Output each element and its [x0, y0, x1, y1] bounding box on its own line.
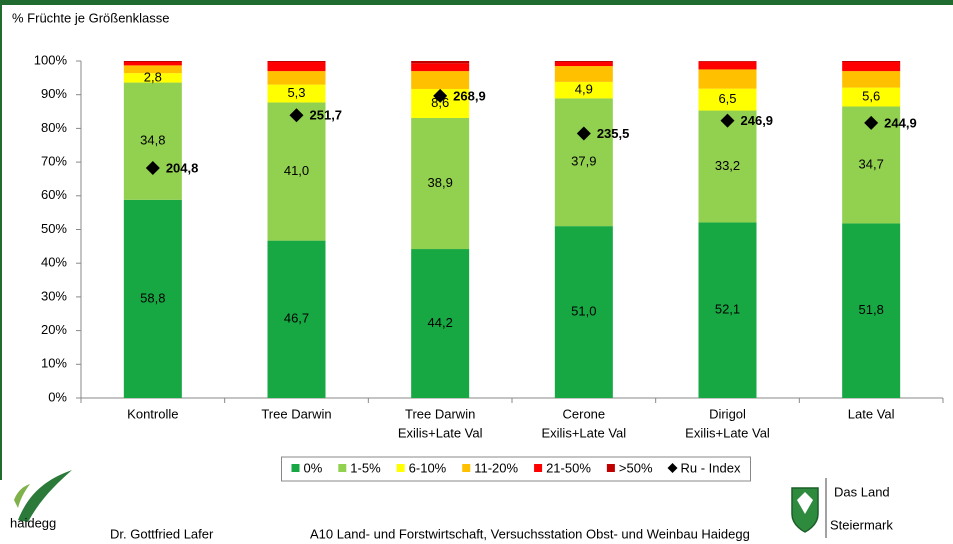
bar-segment — [268, 62, 326, 71]
bar-segment — [842, 62, 900, 71]
legend-marker — [397, 464, 405, 472]
x-tick-label: Tree Darwin — [261, 406, 331, 421]
legend-label: 0% — [304, 460, 323, 475]
y-tick-label: 40% — [41, 255, 67, 270]
value-label: 58,8 — [140, 290, 165, 305]
bar-segment — [699, 62, 757, 70]
logo-leaf — [18, 470, 72, 522]
value-label: 34,8 — [140, 133, 165, 148]
y-tick-label: 20% — [41, 322, 67, 337]
y-tick-label: 0% — [48, 389, 67, 404]
chart-title: % Früchte je Größenklasse — [12, 10, 170, 25]
y-tick-label: 60% — [41, 187, 67, 202]
ru-label: 246,9 — [741, 113, 774, 128]
bar-segment — [411, 63, 469, 71]
value-label: 51,8 — [859, 302, 884, 317]
logo-line: Das Land — [834, 484, 890, 499]
legend-label: >50% — [619, 460, 653, 475]
value-label: 46,7 — [284, 311, 309, 326]
x-tick-label: Kontrolle — [127, 406, 178, 421]
top-bar — [0, 0, 953, 5]
legend-marker — [338, 464, 346, 472]
bar-segment — [268, 71, 326, 84]
x-tick-label: Cerone — [563, 406, 606, 421]
value-label: 38,9 — [428, 175, 453, 190]
ru-label: 235,5 — [597, 126, 630, 141]
bar-segment — [699, 61, 757, 62]
ru-label: 251,7 — [310, 108, 343, 123]
y-tick-label: 50% — [41, 221, 67, 236]
value-label: 37,9 — [571, 154, 596, 169]
x-tick-label: Exilis+Late Val — [685, 425, 770, 440]
legend-label: Ru - Index — [681, 460, 741, 475]
bar-segment — [411, 61, 469, 63]
bar-segment — [842, 61, 900, 62]
ru-label: 268,9 — [453, 88, 486, 103]
ru-label: 204,8 — [166, 160, 199, 175]
y-tick-label: 10% — [41, 356, 67, 371]
ru-label: 244,9 — [884, 115, 917, 130]
legend-marker — [534, 464, 542, 472]
slide: % Früchte je Größenklasse 0% 10% 20% 30% 40%… — [0, 0, 953, 544]
institution: A10 Land- und Forstwirtschaft, Versuchss… — [310, 526, 750, 541]
legend-marker — [462, 464, 470, 472]
legend-marker — [607, 464, 615, 472]
x-tick-label: Exilis+Late Val — [541, 425, 626, 440]
left-border — [0, 0, 2, 480]
legend: 0% 1-5% 6-10% 11-20% 21-50% >50% Ru - Index — [282, 457, 751, 481]
bar-segment — [555, 66, 613, 82]
legend-label: 1-5% — [350, 460, 381, 475]
value-label: 41,0 — [284, 163, 309, 178]
x-tick-label: Exilis+Late Val — [398, 425, 483, 440]
y-tick-label: 30% — [41, 288, 67, 303]
x-tick-label: Tree Darwin — [405, 406, 475, 421]
y-tick-label: 70% — [41, 154, 67, 169]
value-label: 33,2 — [715, 158, 740, 173]
logo-line: Steiermark — [830, 517, 893, 532]
value-label: 5,3 — [287, 85, 305, 100]
bar-segment — [555, 62, 613, 66]
bar-segment — [124, 61, 182, 62]
y-tick-label: 100% — [34, 52, 68, 67]
value-label: 52,1 — [715, 302, 740, 317]
author: Dr. Gottfried Lafer — [110, 526, 214, 541]
bar-segment — [842, 71, 900, 88]
value-label: 51,0 — [571, 304, 596, 319]
x-tick-label: Dirigol — [709, 406, 746, 421]
value-label: 34,7 — [859, 156, 884, 171]
value-label: 2,8 — [144, 69, 162, 84]
bar-segment — [411, 71, 469, 89]
bar-segment — [555, 61, 613, 62]
value-label: 5,6 — [862, 88, 880, 103]
logo-text: haidegg — [10, 515, 56, 530]
bar-segment — [124, 62, 182, 65]
logo-right: Das Land Steiermark — [792, 478, 893, 538]
x-tick-label: Late Val — [848, 406, 895, 421]
value-label: 6,5 — [718, 91, 736, 106]
legend-label: 11-20% — [474, 460, 518, 475]
legend-marker — [292, 464, 300, 472]
plot: 0% 10% 20% 30% 40% 50% 60% 70% 80% 90% 100% Kontrol… — [34, 52, 943, 481]
value-label: 44,2 — [428, 315, 453, 330]
y-tick-label: 80% — [41, 120, 67, 135]
legend-label: 21-50% — [546, 460, 591, 475]
bar-segment — [699, 69, 757, 88]
y-tick-label: 90% — [41, 86, 67, 101]
bar-segment — [268, 61, 326, 62]
legend-label: 6-10% — [409, 460, 447, 475]
value-label: 4,9 — [575, 82, 593, 97]
